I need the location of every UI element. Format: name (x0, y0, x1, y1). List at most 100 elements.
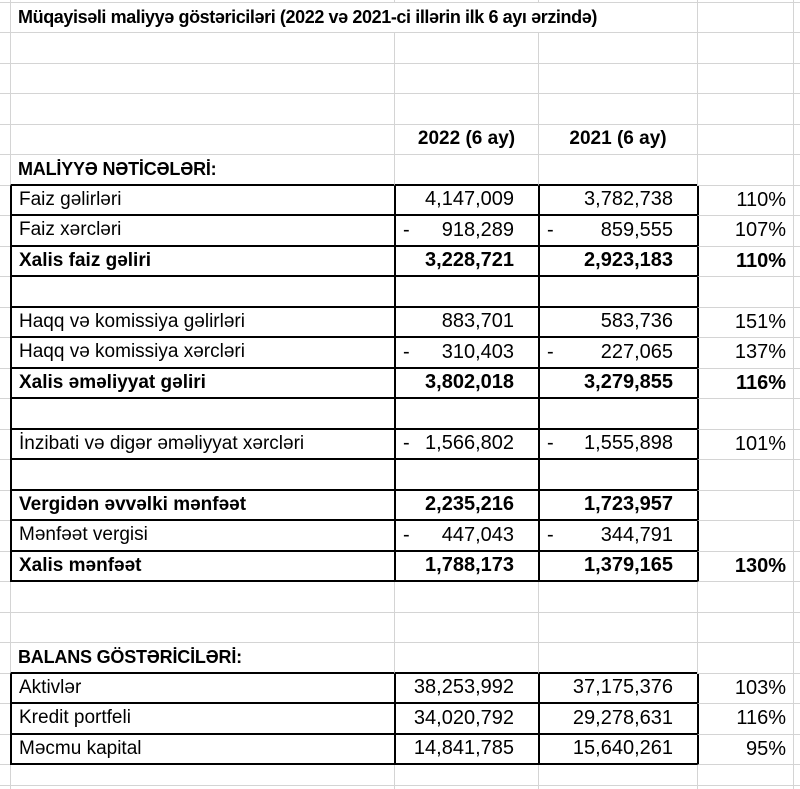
cell-value-2021[interactable]: 29,278,631 (538, 704, 697, 735)
cell-value-2021[interactable] (538, 94, 697, 125)
cell-percent[interactable] (697, 521, 793, 552)
cell-label[interactable]: BALANS GÖSTƏRİCİLƏRİ: (10, 643, 394, 674)
cell-value-2022[interactable] (394, 33, 538, 64)
cell-percent[interactable] (697, 786, 793, 789)
cell-percent[interactable] (697, 63, 793, 94)
cell-right-margin[interactable] (793, 460, 800, 491)
cell-label[interactable]: Vergidən əvvəlki mənfəət (10, 490, 394, 521)
cell-value-2022[interactable]: - 918,289 (394, 216, 538, 247)
cell-right-margin[interactable] (793, 673, 800, 704)
cell-right-margin[interactable] (793, 704, 800, 735)
cell-percent[interactable] (697, 460, 793, 491)
cell-row-margin[interactable] (0, 430, 10, 460)
cell-percent[interactable] (697, 612, 793, 643)
cell-right-margin[interactable] (793, 338, 800, 369)
cell-value-2022[interactable] (394, 786, 538, 789)
cell-percent[interactable]: 116% (697, 704, 793, 735)
cell-right-margin[interactable] (793, 490, 800, 521)
cell-value-2021[interactable] (538, 33, 697, 64)
cell-label[interactable] (10, 612, 394, 643)
cell-value-2021[interactable]: 2,923,183 (538, 246, 697, 277)
cell-value-2022[interactable] (394, 643, 538, 674)
cell-value-2021[interactable] (538, 765, 697, 786)
cell-value-2022[interactable]: 34,020,792 (394, 704, 538, 735)
cell-value-2021[interactable] (538, 155, 697, 186)
cell-value-2021[interactable]: - 344,791 (538, 521, 697, 552)
cell-label[interactable] (10, 582, 394, 613)
cell-right-margin[interactable] (793, 643, 800, 674)
cell-percent[interactable] (697, 643, 793, 674)
cell-row-margin[interactable] (0, 643, 10, 674)
cell-row-margin[interactable] (0, 521, 10, 552)
cell-percent[interactable] (697, 582, 793, 613)
cell-value-2022[interactable] (394, 277, 538, 308)
cell-right-margin[interactable] (793, 94, 800, 125)
cell-value-2022[interactable] (394, 155, 538, 186)
cell-right-margin[interactable] (793, 307, 800, 338)
cell-value-2021[interactable] (538, 460, 697, 491)
cell-value-2021[interactable] (538, 786, 697, 789)
cell-label[interactable]: Məcmu kapital (10, 734, 394, 765)
cell-row-margin[interactable] (0, 765, 10, 786)
cell-value-2021[interactable] (538, 582, 697, 613)
cell-value-2021[interactable] (538, 643, 697, 674)
cell-value-2022[interactable] (394, 460, 538, 491)
cell-value-2022[interactable]: 14,841,785 (394, 734, 538, 765)
cell-label[interactable] (10, 124, 394, 155)
cell-value-2022[interactable]: 38,253,992 (394, 673, 538, 704)
cell-right-margin[interactable] (793, 429, 800, 460)
cell-row-margin[interactable] (0, 247, 10, 277)
cell-label[interactable] (10, 399, 394, 430)
cell-label[interactable]: Xalis faiz gəliri (10, 246, 394, 277)
cell-row-margin[interactable] (0, 33, 10, 64)
cell-percent[interactable] (697, 94, 793, 125)
cell-value-2022[interactable]: 4,147,009 (394, 185, 538, 216)
cell-percent[interactable]: 116% (697, 368, 793, 399)
cell-value-2022[interactable] (394, 399, 538, 430)
cell-value-2022[interactable] (394, 612, 538, 643)
cell-label[interactable]: Aktivlər (10, 673, 394, 704)
cell-right-margin[interactable] (793, 124, 800, 155)
cell-row-margin[interactable] (0, 613, 10, 643)
cell-right-margin[interactable] (793, 2, 800, 33)
cell-row-margin[interactable] (0, 735, 10, 765)
cell-value-2021[interactable]: 1,723,957 (538, 490, 697, 521)
cell-value-2022[interactable]: 3,802,018 (394, 368, 538, 399)
cell-label[interactable]: Faiz xərcləri (10, 216, 394, 247)
cell-percent[interactable]: 110% (697, 246, 793, 277)
cell-row-margin[interactable] (0, 369, 10, 399)
cell-row-margin[interactable] (0, 3, 10, 33)
cell-row-margin[interactable] (0, 582, 10, 613)
cell-value-2021[interactable] (538, 63, 697, 94)
cell-percent[interactable] (697, 33, 793, 64)
cell-label[interactable] (10, 786, 394, 789)
cell-right-margin[interactable] (793, 33, 800, 64)
cell-right-margin[interactable] (793, 765, 800, 786)
cell-percent[interactable]: 101% (697, 429, 793, 460)
cell-row-margin[interactable] (0, 491, 10, 521)
cell-right-margin[interactable] (793, 246, 800, 277)
cell-row-margin[interactable] (0, 277, 10, 308)
cell-label[interactable] (10, 765, 394, 786)
cell-value-2021[interactable]: 2021 (6 ay) (538, 124, 697, 155)
cell-label[interactable] (10, 460, 394, 491)
cell-value-2021[interactable] (538, 612, 697, 643)
cell-row-margin[interactable] (0, 308, 10, 338)
cell-value-2022[interactable]: - 310,403 (394, 338, 538, 369)
cell-value-2021[interactable]: 3,782,738 (538, 185, 697, 216)
cell-right-margin[interactable] (793, 185, 800, 216)
cell-row-margin[interactable] (0, 674, 10, 704)
cell-percent[interactable]: 103% (697, 673, 793, 704)
cell-label[interactable]: Xalis əməliyyat gəliri (10, 368, 394, 399)
cell-value-2021[interactable] (538, 277, 697, 308)
cell-value-2022[interactable] (394, 582, 538, 613)
cell-row-margin[interactable] (0, 399, 10, 430)
cell-label[interactable] (10, 63, 394, 94)
cell-value-2021[interactable]: 1,379,165 (538, 551, 697, 582)
cell-percent[interactable]: 137% (697, 338, 793, 369)
cell-percent[interactable] (697, 2, 793, 33)
cell-percent[interactable] (697, 490, 793, 521)
cell-row-margin[interactable] (0, 155, 10, 186)
cell-label[interactable]: Faiz gəlirləri (10, 185, 394, 216)
cell-percent[interactable]: 151% (697, 307, 793, 338)
